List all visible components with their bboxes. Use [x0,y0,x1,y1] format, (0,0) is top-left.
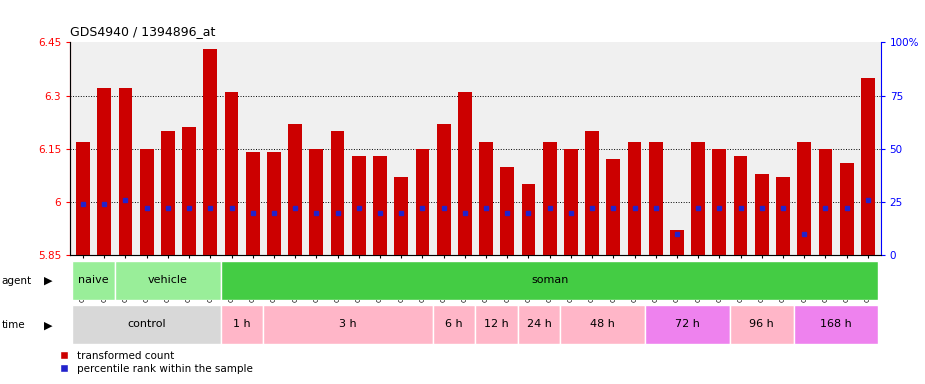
Bar [394,177,408,255]
Bar [289,124,302,255]
Bar [433,305,475,344]
Bar [755,174,769,255]
Bar [264,305,433,344]
Text: 24 h: 24 h [526,319,551,329]
Text: GDS4940 / 1394896_at: GDS4940 / 1394896_at [70,25,216,38]
Text: soman: soman [531,275,568,285]
Text: 48 h: 48 h [590,319,615,329]
Text: 12 h: 12 h [485,319,509,329]
Bar [561,305,645,344]
Bar [776,177,790,255]
Bar [586,131,599,255]
Bar [670,230,684,255]
Legend: transformed count, percentile rank within the sample: transformed count, percentile rank withi… [60,351,253,374]
Bar [115,261,221,300]
Bar [712,149,726,255]
Bar [267,152,281,255]
Text: time: time [2,320,26,330]
Bar [500,167,514,255]
Text: 3 h: 3 h [339,319,357,329]
Text: vehicle: vehicle [148,275,188,285]
Text: 1 h: 1 h [233,319,251,329]
Bar [564,149,578,255]
Bar [479,142,493,255]
Bar [72,305,221,344]
Bar [72,261,115,300]
Bar [373,156,387,255]
Bar [522,184,536,255]
Bar [221,305,264,344]
Bar [861,78,875,255]
Text: ▶: ▶ [44,320,53,330]
Bar [161,131,175,255]
Bar [352,156,365,255]
Bar [648,142,662,255]
Bar [797,142,811,255]
Bar [628,142,641,255]
Bar [730,305,794,344]
Text: control: control [128,319,166,329]
Bar [415,149,429,255]
Bar [182,127,196,255]
Bar [330,131,344,255]
Bar [118,88,132,255]
Bar [437,124,450,255]
Text: 72 h: 72 h [675,319,700,329]
Bar [734,156,747,255]
Bar [76,142,90,255]
Text: 168 h: 168 h [820,319,852,329]
Bar [819,149,832,255]
Text: naive: naive [79,275,109,285]
Bar [840,163,854,255]
Bar [645,305,730,344]
Bar [691,142,705,255]
Bar [607,159,621,255]
Text: agent: agent [2,276,32,286]
Bar [543,142,557,255]
Bar [518,305,561,344]
Bar [458,92,472,255]
Text: 96 h: 96 h [749,319,774,329]
Bar [475,305,518,344]
Bar [221,261,879,300]
Bar [310,149,323,255]
Bar [204,50,217,255]
Text: ▶: ▶ [44,276,53,286]
Bar [246,152,260,255]
Bar [794,305,879,344]
Bar [140,149,154,255]
Bar [225,92,239,255]
Text: 6 h: 6 h [446,319,463,329]
Bar [97,88,111,255]
